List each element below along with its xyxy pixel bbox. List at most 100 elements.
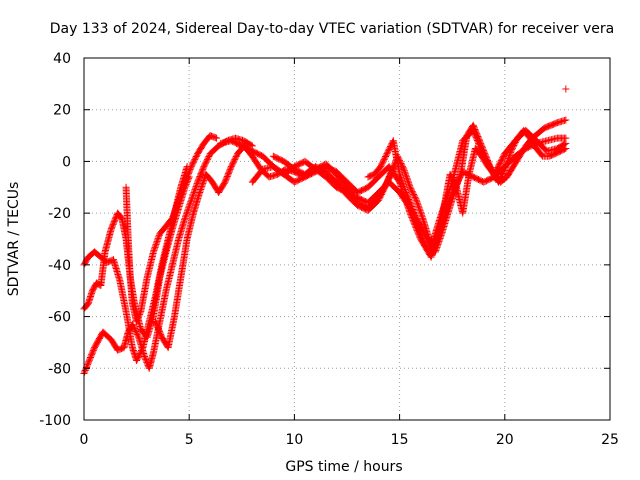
data-point xyxy=(382,151,390,159)
data-point xyxy=(231,155,239,163)
data-point xyxy=(180,180,188,188)
data-point xyxy=(135,351,143,359)
data-point xyxy=(134,313,142,321)
data-point xyxy=(141,354,149,362)
data-point xyxy=(406,183,414,191)
data-point xyxy=(411,193,419,201)
data-point xyxy=(455,175,463,183)
outlier-points xyxy=(562,85,570,93)
data-point xyxy=(417,210,425,218)
data-point xyxy=(152,242,160,250)
data-point xyxy=(136,309,144,317)
data-point xyxy=(410,190,418,198)
data-point xyxy=(509,143,517,151)
data-point xyxy=(170,210,178,218)
data-point xyxy=(387,170,395,178)
data-point xyxy=(404,177,412,185)
data-point xyxy=(184,205,192,213)
y-tick-label: 20 xyxy=(53,103,71,119)
data-point xyxy=(178,186,186,194)
x-tick-label: 25 xyxy=(601,432,619,448)
data-point xyxy=(183,210,191,218)
y-tick-label: 40 xyxy=(53,51,71,67)
data-point xyxy=(410,192,418,200)
data-point xyxy=(501,165,509,173)
data-point xyxy=(399,181,407,189)
data-point xyxy=(205,153,213,161)
data-point xyxy=(382,153,390,161)
data-point xyxy=(188,195,196,203)
data-point xyxy=(134,354,142,362)
data-point xyxy=(447,172,455,180)
data-point xyxy=(386,172,394,180)
data-point xyxy=(402,173,410,181)
data-point xyxy=(401,185,409,193)
data-point xyxy=(383,179,391,187)
data-point xyxy=(203,157,211,165)
data-point xyxy=(169,213,177,221)
data-point xyxy=(450,179,458,187)
data-point xyxy=(510,141,518,149)
data-point xyxy=(188,193,196,201)
data-point xyxy=(183,208,191,216)
data-point xyxy=(385,175,393,183)
data-point xyxy=(179,184,187,192)
data-point xyxy=(415,202,423,210)
data-point xyxy=(406,182,414,190)
data-point xyxy=(375,195,383,203)
data-point xyxy=(231,154,239,162)
x-axis-label: GPS time / hours xyxy=(285,459,402,475)
data-point xyxy=(400,165,408,173)
data-point xyxy=(426,238,434,246)
data-point xyxy=(380,155,388,163)
data-point xyxy=(134,315,142,323)
data-point xyxy=(229,160,237,168)
data-point xyxy=(504,156,512,164)
data-point xyxy=(426,236,434,244)
plot-area xyxy=(80,85,570,377)
data-point xyxy=(508,146,516,154)
data-point xyxy=(149,248,157,256)
data-point xyxy=(451,180,459,188)
y-tick-label: -20 xyxy=(48,206,71,222)
data-point xyxy=(562,85,570,93)
data-point xyxy=(456,173,464,181)
data-point xyxy=(384,147,392,155)
data-point xyxy=(405,180,413,188)
data-point xyxy=(511,140,519,148)
data-point xyxy=(506,152,514,160)
data-point xyxy=(384,148,392,156)
data-point xyxy=(408,186,416,194)
data-point xyxy=(172,205,180,213)
data-point xyxy=(380,185,388,193)
data-point xyxy=(378,160,386,168)
data-point xyxy=(400,182,408,190)
data-point xyxy=(170,208,178,216)
data-point xyxy=(412,195,420,203)
data-point xyxy=(199,178,207,186)
data-point xyxy=(189,160,197,168)
data-point xyxy=(132,328,140,336)
data-point xyxy=(398,178,406,186)
data-point xyxy=(133,316,141,324)
data-point xyxy=(199,179,207,187)
data-point xyxy=(176,193,184,201)
data-point xyxy=(177,190,185,198)
data-point xyxy=(153,237,161,245)
data-point xyxy=(379,157,387,165)
data-point xyxy=(379,186,387,194)
data-point xyxy=(185,204,193,212)
data-point xyxy=(388,169,396,177)
data-point xyxy=(155,233,163,241)
data-point xyxy=(414,201,422,209)
data-point xyxy=(403,176,411,184)
data-point xyxy=(379,188,387,196)
data-point xyxy=(502,161,510,169)
y-tick-label: -80 xyxy=(48,361,71,377)
data-point xyxy=(134,332,142,340)
plot-frame xyxy=(83,57,611,421)
data-point xyxy=(82,365,90,373)
data-point xyxy=(138,346,146,354)
data-point xyxy=(176,192,184,200)
